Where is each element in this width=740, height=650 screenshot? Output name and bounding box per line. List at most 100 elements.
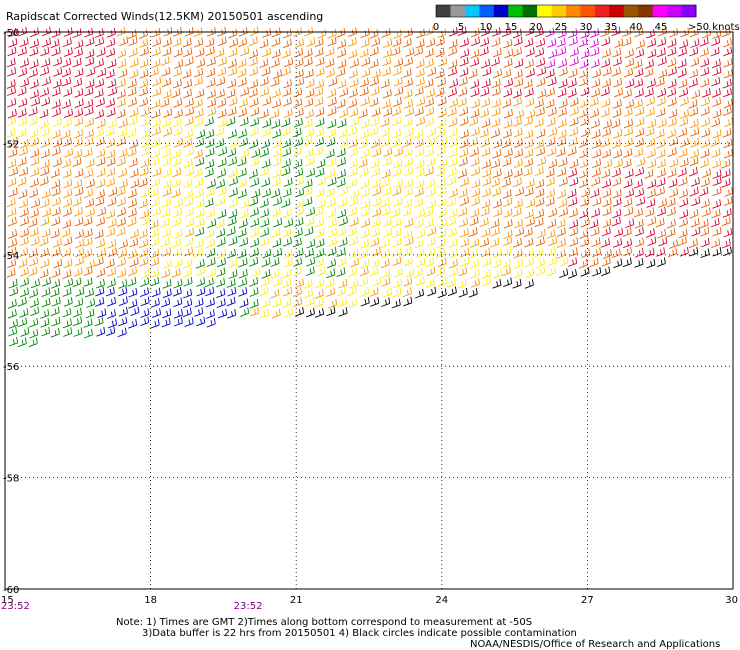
wind-barb [437,277,447,287]
wind-barb [72,277,82,288]
wind-barb [205,228,215,239]
wind-barb [503,58,513,68]
wind-barb [262,248,272,259]
wind-barb [710,137,720,147]
wind-barb [679,197,689,208]
wind-barb [238,268,248,279]
wind-barb [723,57,733,68]
wind-barb [437,77,447,88]
wind-barb [72,196,82,207]
wind-barb [226,296,236,307]
wind-barb [557,46,567,56]
wind-barb [205,297,215,308]
wind-barb [534,98,544,109]
wind-barb [249,49,259,59]
wind-barb [534,217,544,228]
wind-barb [644,87,654,98]
wind-barb [18,26,28,37]
wind-barb [601,98,611,108]
wind-barb [128,287,138,298]
wind-barb [63,327,73,337]
wind-barb [117,327,127,338]
wind-barb [261,66,271,77]
wind-barb [492,168,502,179]
wind-barb [40,148,50,159]
wind-barb [152,87,162,97]
wind-barb [96,148,106,158]
wind-barb [722,87,732,98]
wind-barb [482,168,492,178]
wind-barb [491,107,501,117]
wind-barb [173,258,183,268]
wind-barb [349,217,359,227]
wind-barb [481,227,491,238]
wind-barb [437,208,447,218]
wind-barb [161,317,171,328]
wind-barb [261,127,271,137]
wind-barb [612,48,622,58]
wind-barb [612,188,622,199]
wind-barb [116,26,126,37]
wind-barb [106,149,116,159]
wind-barb [139,97,149,107]
wind-barb [525,257,535,268]
wind-barb [106,167,116,177]
wind-barb [371,227,381,238]
wind-barb [700,148,710,159]
legend-label: 20 [530,22,543,33]
wind-barb [61,158,72,169]
wind-barb [105,69,115,79]
wind-barb [470,278,480,288]
wind-barb [656,47,666,58]
wind-barb [370,159,380,169]
wind-barb [106,309,116,319]
wind-barb [567,78,577,88]
wind-barb [536,146,546,157]
wind-barb [85,49,95,59]
wind-barb [271,228,281,238]
wind-barb [184,26,194,37]
wind-barb [193,149,203,159]
wind-barb [712,169,722,179]
wind-barb [83,318,93,328]
wind-barb [679,209,689,219]
wind-barb [470,87,480,98]
wind-barb [602,66,612,77]
wind-barb [19,216,29,227]
wind-barb [17,86,27,97]
wind-barb [193,167,203,178]
wind-barb [381,99,391,109]
wind-barb [667,38,677,48]
wind-barb [448,157,458,168]
wind-barb [119,36,129,47]
wind-barb [403,28,413,38]
wind-barb [391,106,401,117]
wind-barb [700,96,710,107]
wind-barb [40,166,50,177]
wind-barb [403,89,413,99]
wind-barb [559,256,569,267]
wind-barb [348,267,358,277]
wind-barb [699,218,709,229]
wind-barb [96,47,106,58]
wind-barb [512,88,522,99]
wind-barb [547,106,557,117]
wind-barb [29,177,39,188]
wind-barb [118,279,128,289]
wind-barb [490,218,500,229]
wind-barb [271,37,281,47]
legend-label: 30 [580,22,593,33]
wind-barb [185,207,195,218]
wind-barb [492,198,502,209]
wind-barb [8,166,19,177]
wind-barb [557,136,567,147]
wind-barb [304,109,314,119]
wind-barb [83,277,93,287]
wind-barb [216,277,226,288]
wind-barb [679,157,689,168]
wind-barb [161,208,171,218]
wind-barb [194,297,204,308]
wind-barb [227,147,237,158]
wind-barb [459,147,469,158]
wind-barb [107,267,117,277]
